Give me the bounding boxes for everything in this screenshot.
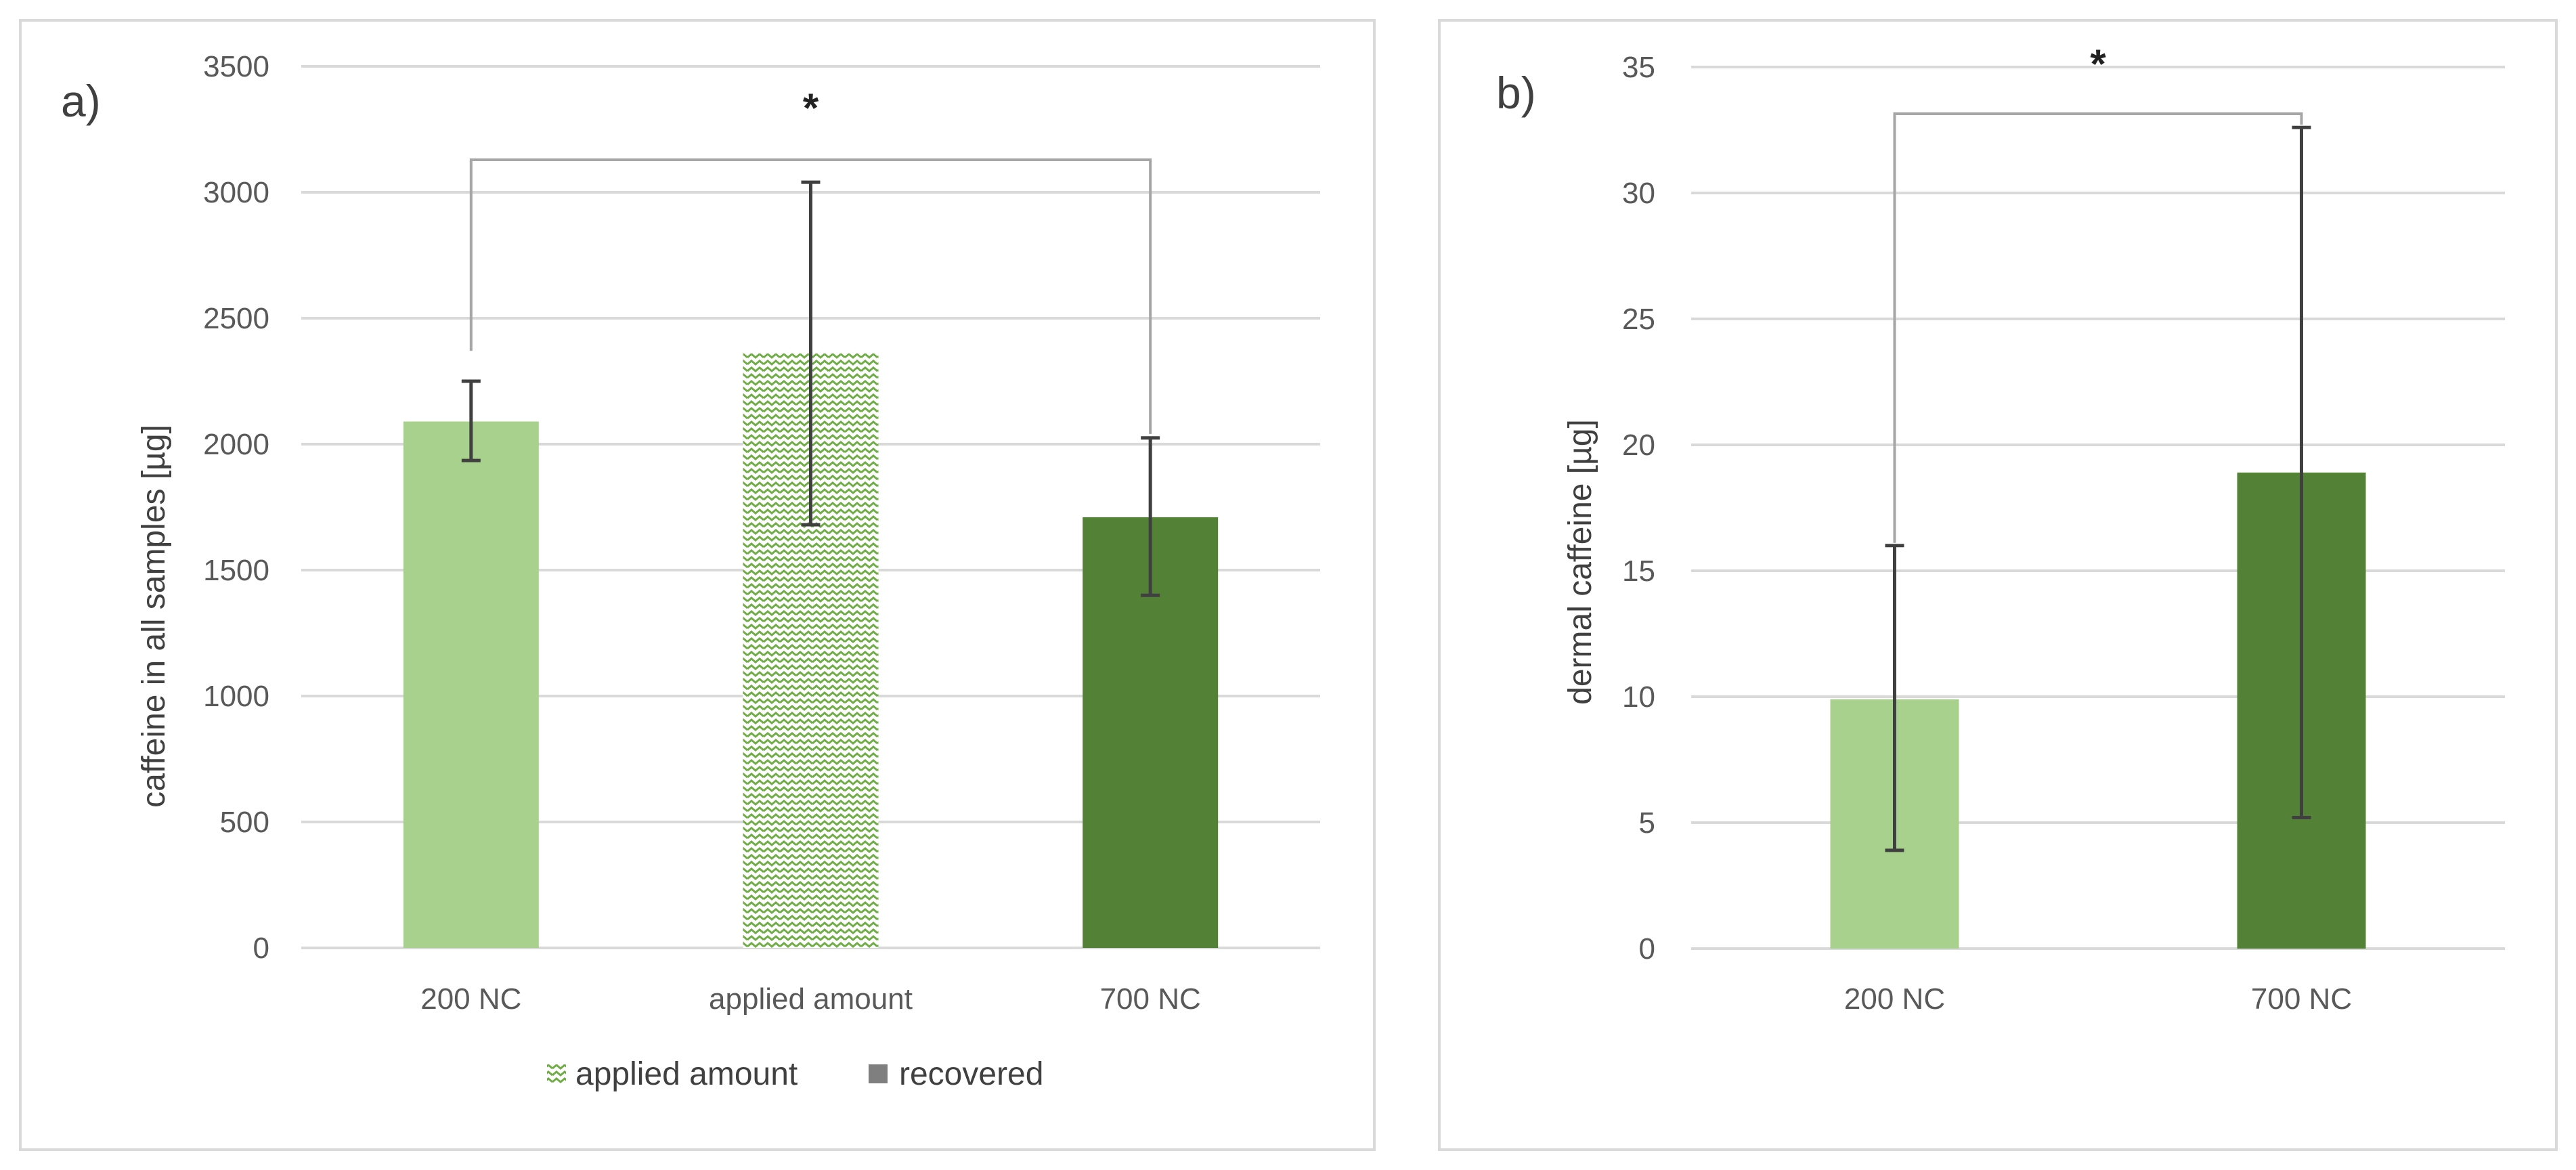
y-tick-2000: 2000 xyxy=(203,428,269,461)
panel-b-y-axis-label: dermal caffeine [µg] xyxy=(1563,419,1598,705)
panel-a-y-axis-label: caffeine in all samples [µg] xyxy=(136,425,172,808)
y-tick-0: 0 xyxy=(1639,932,1655,966)
y-tick-1000: 1000 xyxy=(203,680,269,713)
panel-a-label: a) xyxy=(61,76,101,126)
panel-a-y-ticks: 0 500 1000 1500 2000 2500 3000 3500 xyxy=(203,50,269,965)
x-tick-applied-amount: applied amount xyxy=(709,982,913,1016)
legend-swatch-applied-amount xyxy=(547,1064,566,1083)
x-tick-700-nc: 700 NC xyxy=(1100,982,1201,1016)
significance-star: * xyxy=(803,85,819,131)
panel-a-legend: applied amount recovered xyxy=(547,1056,1043,1092)
panel-b-y-ticks: 0 5 10 15 20 25 30 35 xyxy=(1622,51,1655,966)
x-tick-200-nc: 200 NC xyxy=(1844,982,1945,1016)
panel-a-significance: * xyxy=(469,85,1152,434)
panel-b-x-ticks: 200 NC 700 NC xyxy=(1844,982,2352,1016)
y-tick-15: 15 xyxy=(1622,555,1655,588)
y-tick-35: 35 xyxy=(1622,51,1655,84)
panel-b-gridlines xyxy=(1691,66,2505,950)
legend-swatch-recovered xyxy=(869,1064,888,1083)
y-tick-30: 30 xyxy=(1622,177,1655,210)
panel-b-label: b) xyxy=(1496,68,1536,118)
x-tick-700-nc: 700 NC xyxy=(2251,982,2352,1016)
y-tick-1500: 1500 xyxy=(203,554,269,587)
y-tick-25: 25 xyxy=(1622,303,1655,336)
y-tick-20: 20 xyxy=(1622,429,1655,462)
bar-200-nc xyxy=(403,421,539,948)
y-tick-2500: 2500 xyxy=(203,302,269,335)
legend-label-applied-amount: applied amount xyxy=(575,1056,798,1092)
y-tick-500: 500 xyxy=(220,806,269,839)
significance-bracket xyxy=(1893,112,2303,543)
y-tick-10: 10 xyxy=(1622,680,1655,714)
panel-a-x-ticks: 200 NC applied amount 700 NC xyxy=(420,982,1201,1016)
legend-label-recovered: recovered xyxy=(899,1056,1043,1092)
panel-b-significance: * xyxy=(1893,41,2303,543)
y-tick-3500: 3500 xyxy=(203,50,269,83)
y-tick-5: 5 xyxy=(1639,806,1655,840)
y-tick-3000: 3000 xyxy=(203,176,269,209)
panel-b-frame xyxy=(1438,19,2558,1151)
significance-star: * xyxy=(2090,41,2106,87)
x-tick-200-nc: 200 NC xyxy=(420,982,521,1016)
significance-bracket xyxy=(469,158,1152,434)
panel-a-bars xyxy=(403,180,1219,948)
y-tick-0: 0 xyxy=(253,932,269,965)
panel-b-bars xyxy=(1830,125,2366,949)
